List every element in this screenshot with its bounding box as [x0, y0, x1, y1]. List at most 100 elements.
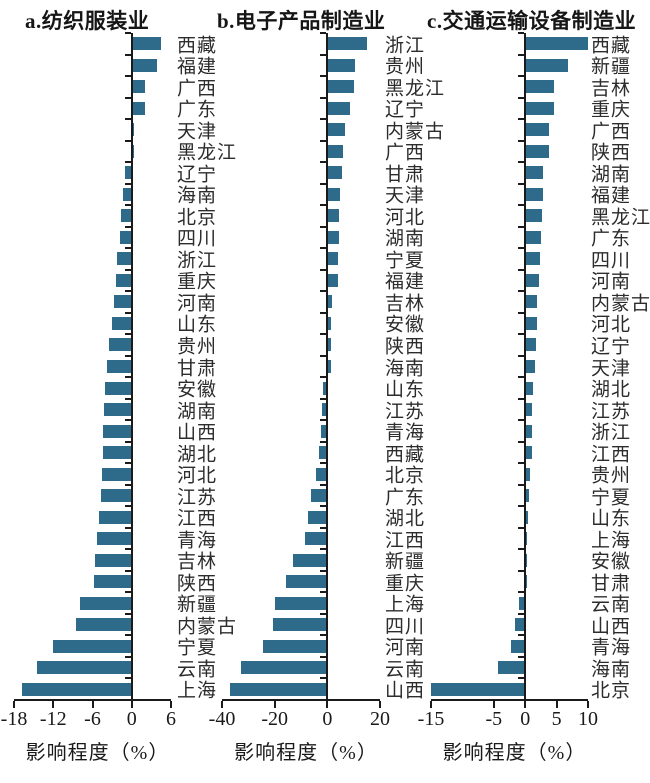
category-axis-tick	[320, 333, 327, 336]
category-axis-tick	[124, 483, 131, 486]
category-label: 湖南	[591, 164, 632, 186]
category-label: 安徽	[177, 379, 218, 401]
x-axis-tick	[13, 701, 15, 708]
bar	[328, 273, 339, 287]
bar	[328, 295, 332, 309]
bar	[328, 338, 332, 352]
category-label: 黑龙江	[385, 78, 446, 100]
bar	[323, 381, 327, 395]
category-axis-tick	[518, 204, 525, 207]
category-axis-tick	[518, 139, 525, 142]
x-axis-tick-label: 0	[520, 708, 531, 730]
category-label: 浙江	[177, 250, 218, 272]
x-axis-tick-label: -40	[208, 708, 236, 730]
category-axis-tick	[320, 32, 327, 34]
category-axis-tick	[124, 32, 131, 34]
bar	[103, 424, 131, 438]
bar	[241, 661, 327, 675]
category-label: 河南	[591, 271, 632, 293]
category-axis-tick	[320, 419, 327, 422]
category-axis-tick	[320, 612, 327, 615]
bar	[94, 575, 131, 589]
category-label: 吉林	[591, 78, 632, 100]
zero-axis-line	[326, 33, 329, 700]
category-label: 湖北	[177, 444, 218, 466]
chart-c-title: c.交通运输设备制造业	[427, 9, 637, 33]
category-label: 广东	[177, 99, 218, 121]
category-label: 青海	[385, 422, 426, 444]
category-label: 海南	[591, 659, 632, 681]
category-axis-tick	[518, 397, 525, 400]
x-axis-tick	[524, 701, 527, 708]
bar	[114, 295, 131, 309]
bar	[511, 639, 525, 653]
category-axis-tick	[124, 333, 131, 336]
category-label: 江西	[177, 508, 218, 530]
category-label: 江苏	[177, 487, 218, 509]
category-label: 贵州	[591, 465, 632, 487]
bar	[37, 661, 131, 675]
category-label: 内蒙古	[177, 616, 238, 638]
category-label: 陕西	[385, 336, 426, 358]
category-label: 陕西	[591, 142, 632, 164]
category-axis-tick	[518, 311, 525, 314]
category-axis-tick	[124, 526, 131, 529]
category-axis-tick	[518, 268, 525, 271]
chart-b-x-axis-title: 影响程度（%）	[234, 742, 378, 764]
category-label: 辽宁	[591, 336, 632, 358]
category-label: 上海	[385, 594, 426, 616]
category-label: 内蒙古	[591, 293, 650, 315]
bar	[105, 381, 131, 395]
zero-axis-line	[130, 33, 133, 700]
chart-b-plot-area	[222, 32, 380, 701]
x-axis-tick	[221, 701, 223, 708]
x-axis-tick-label: 0	[126, 708, 137, 730]
category-axis-tick	[124, 419, 131, 422]
category-label: 河北	[591, 314, 632, 336]
bar	[132, 58, 157, 72]
category-axis-tick	[320, 204, 327, 207]
category-label: 广西	[385, 142, 426, 164]
bar	[526, 209, 542, 223]
bar	[80, 596, 131, 610]
category-axis-tick	[124, 591, 131, 594]
category-label: 宁夏	[591, 487, 632, 509]
category-label: 甘肃	[177, 358, 218, 379]
bar	[328, 101, 350, 115]
category-label: 江苏	[591, 401, 632, 423]
category-label: 新疆	[385, 551, 426, 573]
category-axis-tick	[124, 569, 131, 572]
x-axis-tick-label: 20	[370, 708, 390, 730]
category-label: 重庆	[385, 573, 426, 595]
category-label: 浙江	[385, 35, 426, 57]
category-axis-tick	[320, 75, 327, 78]
category-axis-tick	[124, 96, 131, 99]
category-label: 福建	[591, 185, 632, 207]
category-label: 北京	[385, 465, 426, 487]
category-label: 山东	[385, 379, 426, 401]
bar	[526, 316, 537, 330]
category-label: 广西	[591, 121, 632, 143]
category-axis-tick	[518, 96, 525, 99]
category-label: 云南	[385, 659, 426, 681]
category-axis-tick	[518, 182, 525, 185]
bar	[526, 80, 555, 94]
category-label: 甘肃	[591, 573, 632, 595]
category-label: 西藏	[177, 35, 218, 57]
bar	[321, 403, 327, 417]
bar	[526, 144, 549, 158]
bar	[497, 661, 525, 675]
bar	[526, 381, 534, 395]
category-axis-tick	[518, 247, 525, 250]
category-axis-tick	[518, 462, 525, 465]
category-label: 河北	[385, 207, 426, 229]
bar	[526, 532, 528, 546]
bar	[328, 123, 345, 137]
category-label: 山东	[591, 508, 632, 530]
category-axis-tick	[124, 655, 131, 658]
category-axis-tick	[124, 204, 131, 207]
bar	[107, 360, 131, 373]
category-axis-tick	[320, 225, 327, 228]
bar	[102, 446, 131, 460]
